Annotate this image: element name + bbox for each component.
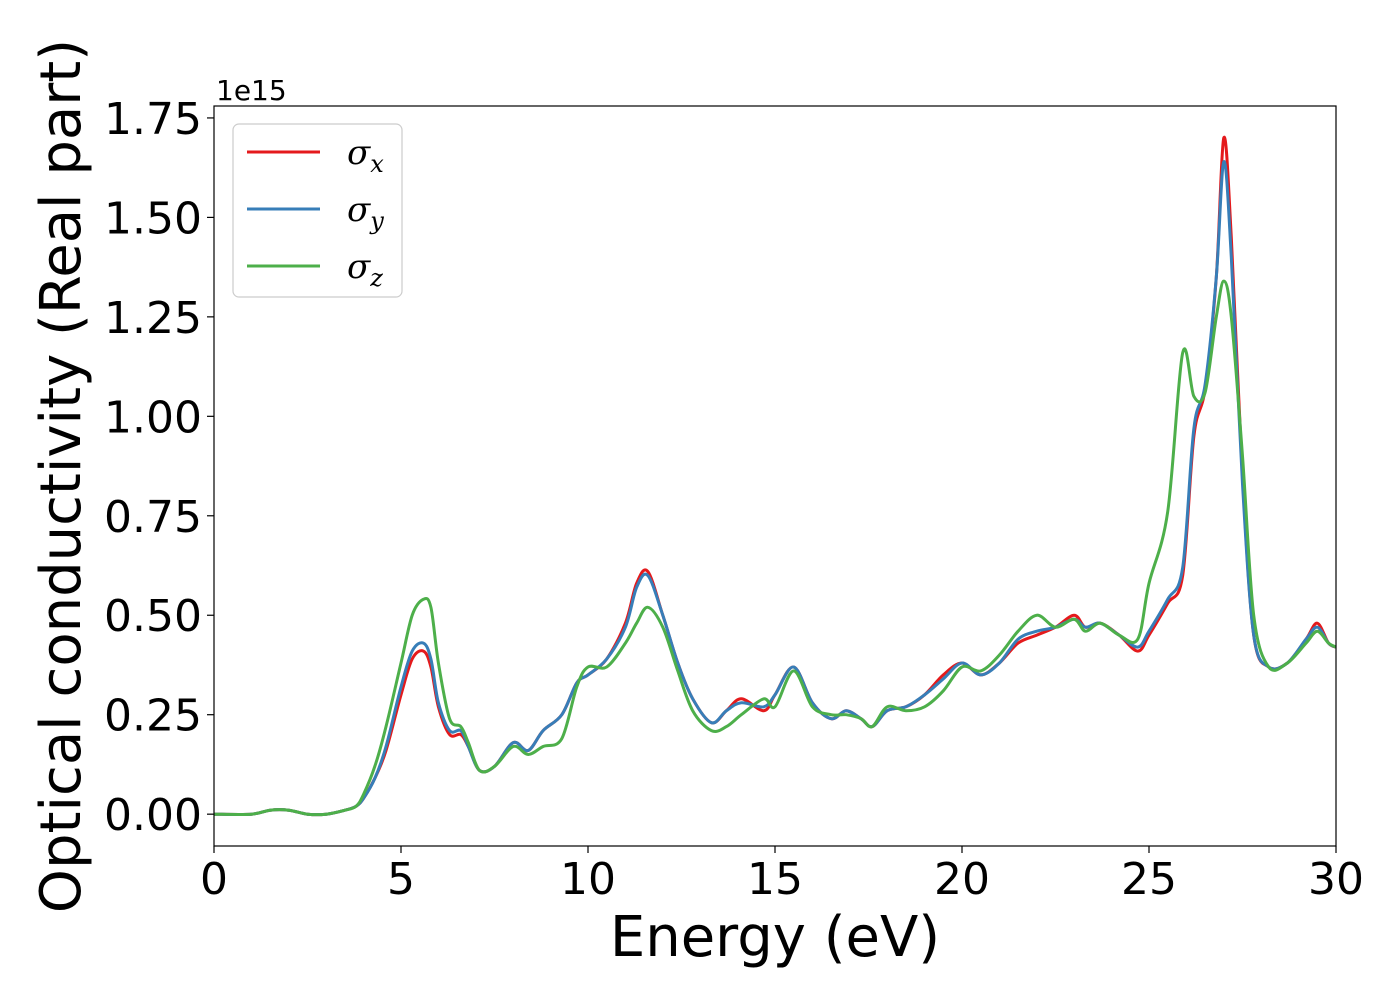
x-axis: 0 5 10 15 20 25 30 [200,846,1364,905]
y-offset-label: 1e15 [216,74,287,107]
y-tick-label: 1.75 [104,94,202,145]
series-line-2 [214,160,1336,817]
x-tick-label: 0 [200,854,228,905]
y-tick-label: 0.75 [104,492,202,543]
x-tick-label: 15 [747,854,803,905]
legend: σx σy σz [232,123,403,298]
y-tick-label: 0.00 [104,790,202,841]
x-tick-label: 30 [1308,854,1364,905]
y-tick-label: 1.50 [104,193,202,244]
y-tick-label: 0.50 [104,591,202,642]
y-tick-label: 0.25 [104,691,202,742]
series-layer [214,135,1336,817]
series-line-3 [214,279,1336,817]
x-tick-label: 5 [387,854,415,905]
x-axis-title: Energy (eV) [610,905,940,970]
x-tick-label: 25 [1121,854,1177,905]
legend-label: σz [347,247,383,292]
y-tick-label: 1.25 [104,293,202,344]
legend-label: σy [347,190,384,235]
y-axis-title: Optical conductivity (Real part) [29,39,94,913]
y-axis: 0.00 0.25 0.50 0.75 1.00 1.25 1.50 1.75 [104,94,214,841]
x-tick-label: 10 [560,854,616,905]
legend-label: σx [347,133,384,178]
x-tick-label: 20 [934,854,990,905]
y-tick-label: 1.00 [104,392,202,443]
